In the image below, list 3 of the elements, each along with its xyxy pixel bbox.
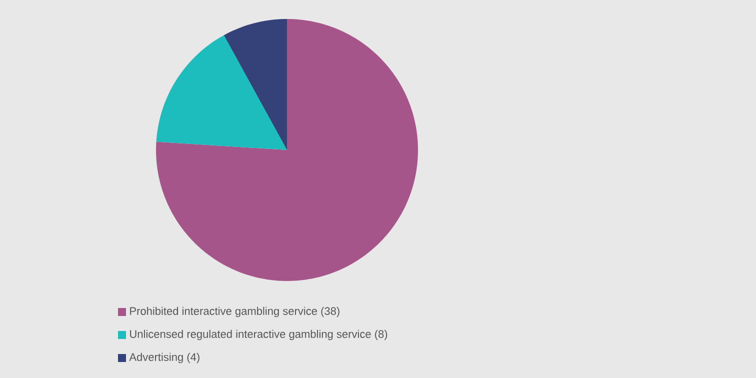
legend-label: Prohibited interactive gambling service (38) bbox=[130, 306, 340, 318]
legend-label: Unlicensed regulated interactive gambling service (8) bbox=[130, 330, 388, 340]
legend-label: Advertising (4) bbox=[129, 352, 200, 364]
